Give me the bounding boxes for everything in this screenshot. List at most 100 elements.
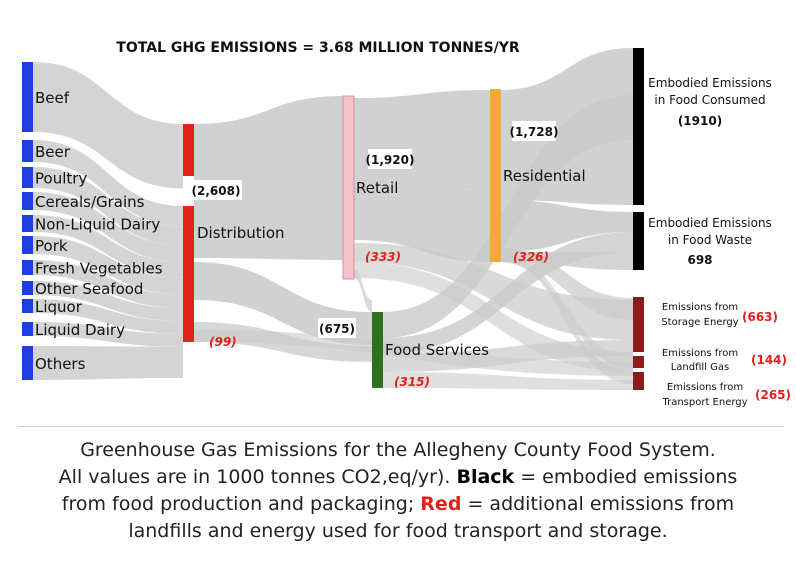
flow-distribution-retail-2 bbox=[194, 190, 343, 260]
source-node-10 bbox=[22, 346, 33, 380]
source-label-2: Poultry bbox=[35, 170, 87, 188]
flow-residential-waste bbox=[500, 200, 633, 252]
flow-source-3 bbox=[33, 192, 183, 263]
sankey-diagram: Beef Beer Poultry Cereals/Grains Non-Liquid … bbox=[22, 40, 791, 408]
retail-label: Retail bbox=[356, 179, 398, 197]
landfill-value: (144) bbox=[751, 353, 787, 367]
distribution-added: (99) bbox=[209, 335, 237, 349]
landfill-label-1: Emissions from bbox=[662, 348, 738, 359]
caption-line-1: Greenhouse Gas Emissions for the Alleghe… bbox=[80, 439, 716, 461]
consumed-value: (1910) bbox=[678, 114, 722, 128]
flow-source-7 bbox=[33, 281, 183, 321]
source-node-0 bbox=[22, 62, 33, 132]
residential-label: Residential bbox=[503, 167, 586, 185]
waste-label-1: Embodied Emissions bbox=[648, 216, 772, 230]
residential-value-box bbox=[512, 121, 556, 141]
distribution-node-top bbox=[183, 124, 194, 176]
source-node-8 bbox=[22, 299, 33, 313]
source-label-8: Liquor bbox=[35, 298, 83, 316]
consumed-label-1: Embodied Emissions bbox=[648, 76, 772, 90]
source-node-5 bbox=[22, 236, 33, 254]
divider-line bbox=[18, 426, 784, 427]
retail-value-box bbox=[368, 149, 412, 169]
food-services-node bbox=[372, 312, 383, 388]
food-services-added: (315) bbox=[394, 375, 430, 389]
flow-source-8 bbox=[33, 299, 183, 334]
food-services-value-box bbox=[318, 318, 356, 338]
transport-label-2: Transport Energy bbox=[661, 397, 747, 408]
caption-black-keyword: Black bbox=[456, 466, 515, 488]
transport-label-1: Emissions from bbox=[667, 382, 743, 393]
source-label-9: Liquid Dairy bbox=[35, 321, 125, 339]
caption-red-keyword: Red bbox=[420, 493, 462, 515]
storage-node bbox=[633, 297, 644, 352]
consumed-node bbox=[633, 48, 644, 205]
caption-line-2: All values are in 1000 tonnes CO2,eq/yr)… bbox=[0, 464, 796, 491]
flow-source-2 bbox=[33, 167, 183, 246]
flow-source-0 bbox=[33, 62, 183, 189]
flow-source-4 bbox=[33, 215, 183, 278]
flow-residential-storage bbox=[500, 248, 633, 320]
figure-caption: Greenhouse Gas Emissions for the Alleghe… bbox=[0, 437, 796, 545]
source-label-7: Other Seafood bbox=[35, 280, 143, 298]
consumed-label-2: in Food Consumed bbox=[654, 93, 765, 107]
caption-line-3: from food production and packaging; Red … bbox=[0, 491, 796, 518]
flow-layer bbox=[33, 48, 633, 390]
waste-node bbox=[633, 212, 644, 270]
label-layer: Beef Beer Poultry Cereals/Grains Non-Liquid … bbox=[35, 40, 791, 408]
caption-line-3-start: from food production and packaging; bbox=[61, 493, 421, 515]
residential-value: (1,728) bbox=[510, 125, 559, 139]
source-label-4: Non-Liquid Dairy bbox=[35, 216, 160, 234]
flow-source-9 bbox=[33, 322, 183, 347]
retail-added: (333) bbox=[365, 250, 401, 264]
food-services-value: (675) bbox=[319, 322, 355, 336]
flow-food-services-transport bbox=[383, 372, 633, 390]
distribution-value-box bbox=[190, 180, 242, 200]
source-node-1 bbox=[22, 140, 33, 162]
landfill-label-2: Landfill Gas bbox=[671, 362, 730, 373]
flow-residential-landfill bbox=[500, 256, 633, 368]
flow-source-1 bbox=[33, 140, 183, 227]
flow-retail-food-services bbox=[354, 270, 372, 312]
distribution-node-bottom bbox=[183, 206, 194, 342]
flow-source-5 bbox=[33, 236, 183, 295]
caption-line-3-end: = additional emissions from bbox=[461, 493, 735, 515]
distribution-value: (2,608) bbox=[192, 184, 241, 198]
residential-node bbox=[490, 89, 501, 262]
retail-value: (1,920) bbox=[366, 153, 415, 167]
source-label-6: Fresh Vegetables bbox=[35, 260, 163, 278]
storage-label-2: Storage Energy bbox=[661, 317, 738, 328]
caption-line-2-end: = embodied emissions bbox=[514, 466, 738, 488]
source-node-2 bbox=[22, 167, 33, 188]
source-node-9 bbox=[22, 322, 33, 336]
source-label-5: Pork bbox=[35, 237, 68, 255]
retail-node bbox=[342, 95, 355, 280]
landfill-node bbox=[633, 356, 644, 368]
flow-residential-consumed bbox=[500, 48, 633, 205]
flow-food-services-storage bbox=[383, 340, 633, 372]
waste-value: 698 bbox=[687, 253, 712, 267]
storage-value: (663) bbox=[742, 310, 778, 324]
source-label-3: Cereals/Grains bbox=[35, 193, 145, 211]
flow-retail-residential bbox=[354, 90, 490, 190]
source-node-3 bbox=[22, 192, 33, 210]
source-label-10: Others bbox=[35, 355, 86, 373]
distribution-label: Distribution bbox=[197, 224, 285, 242]
source-label-1: Beer bbox=[35, 143, 71, 161]
waste-label-2: in Food Waste bbox=[668, 233, 752, 247]
node-layer bbox=[22, 48, 644, 390]
food-services-label: Food Services bbox=[385, 341, 489, 359]
storage-label-1: Emissions from bbox=[662, 302, 738, 313]
caption-line-2-start: All values are in 1000 tonnes CO2,eq/yr)… bbox=[58, 466, 457, 488]
source-label-0: Beef bbox=[35, 89, 70, 107]
flow-source-10 bbox=[33, 346, 183, 380]
flow-residential-transport bbox=[500, 258, 633, 384]
flow-retail-residential-2 bbox=[354, 185, 490, 262]
source-node-4 bbox=[22, 215, 33, 232]
flow-distribution-transport bbox=[194, 330, 633, 376]
residential-added: (326) bbox=[513, 250, 549, 264]
transport-node bbox=[633, 372, 644, 390]
flow-source-6 bbox=[33, 260, 183, 309]
caption-line-4: landfills and energy used for food trans… bbox=[128, 520, 668, 542]
source-node-7 bbox=[22, 281, 33, 295]
